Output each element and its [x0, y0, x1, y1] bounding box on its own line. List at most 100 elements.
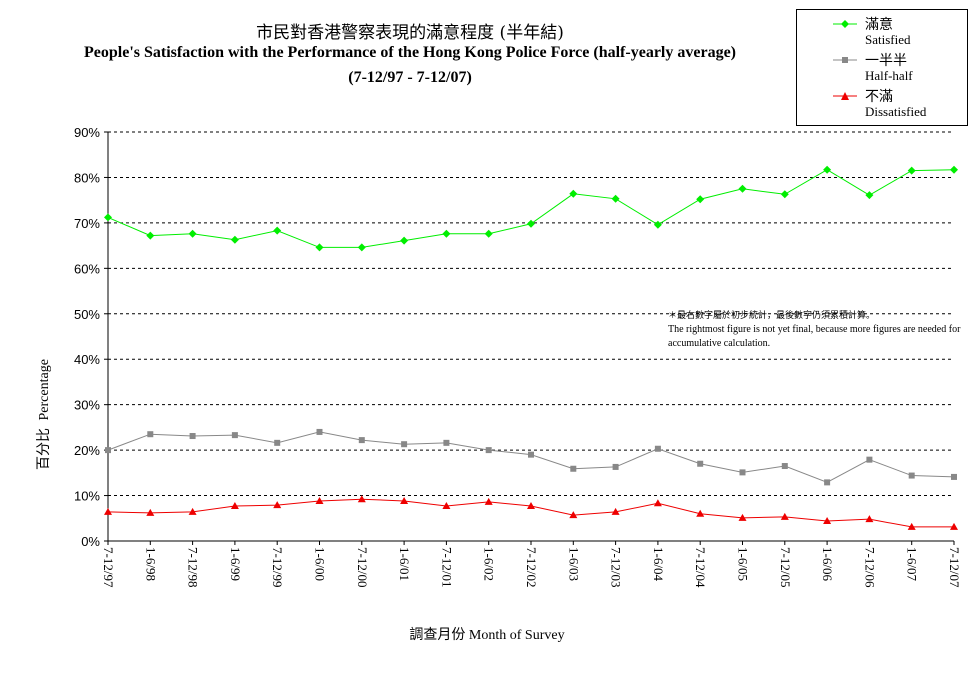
data-point-dissatisfied [823, 517, 832, 525]
data-point-half-half [781, 463, 788, 470]
data-point-satisfied [907, 166, 916, 175]
x-tick-label: 1-6/02 [482, 547, 497, 581]
x-tick-label: 1-6/00 [313, 547, 328, 581]
legend-label-en: Half-half [865, 68, 913, 83]
data-point-satisfied [484, 229, 493, 238]
x-tick-label: 1-6/03 [566, 547, 581, 581]
y-tick-label: 60% [74, 261, 100, 276]
x-tick-label: 7-12/04 [693, 547, 708, 588]
chart-subtitle: (7-12/97 - 7-12/07) [348, 69, 472, 86]
legend-item-half-half: 一半半 Half-half [797, 50, 967, 86]
data-point-satisfied [569, 189, 578, 198]
data-point-half-half [443, 439, 450, 446]
data-point-dissatisfied [696, 509, 705, 517]
data-point-dissatisfied [146, 508, 155, 516]
x-tick-label: 7-12/05 [778, 547, 793, 587]
data-point-satisfied [230, 235, 239, 244]
data-point-satisfied [400, 236, 409, 245]
data-point-dissatisfied [188, 507, 197, 515]
legend-label-cn: 不滿 [865, 89, 893, 105]
data-point-half-half [147, 431, 154, 438]
data-point-half-half [739, 469, 746, 476]
data-point-half-half [189, 433, 196, 440]
data-point-satisfied [104, 213, 112, 222]
data-point-dissatisfied [738, 513, 747, 521]
data-point-dissatisfied [907, 522, 916, 530]
data-point-satisfied [315, 243, 324, 252]
data-point-dissatisfied [950, 522, 958, 530]
data-point-satisfied [146, 231, 155, 240]
legend-label-cn: 一半半 [865, 53, 907, 69]
svg-text:百分比 Percentage: 百分比 Percentage [36, 359, 52, 470]
legend-label-en: Dissatisfied [865, 104, 927, 119]
data-point-dissatisfied [780, 512, 789, 520]
data-point-half-half [824, 479, 831, 486]
y-tick-label: 20% [74, 443, 100, 458]
x-tick-label: 7-12/07 [947, 547, 962, 588]
data-point-dissatisfied [865, 515, 874, 523]
data-point-dissatisfied [104, 507, 112, 515]
y-axis-label-en: Percentage [37, 359, 52, 420]
y-tick-label: 80% [74, 170, 100, 185]
data-point-satisfied [823, 165, 832, 174]
data-point-satisfied [611, 194, 620, 203]
y-tick-label: 10% [74, 489, 100, 504]
data-point-half-half [951, 473, 957, 480]
data-point-satisfied [780, 190, 789, 199]
data-point-dissatisfied [273, 501, 282, 509]
data-point-half-half [485, 447, 492, 454]
data-point-satisfied [738, 184, 747, 193]
y-tick-label: 90% [74, 125, 100, 140]
data-point-half-half [316, 428, 323, 435]
legend-marker-satisfied [833, 20, 857, 28]
legend-label-cn: 滿意 [865, 17, 893, 33]
data-point-dissatisfied [230, 502, 239, 510]
x-tick-label: 1-6/01 [397, 547, 412, 581]
data-point-satisfied [653, 220, 662, 229]
data-point-half-half [528, 451, 534, 458]
x-tick-label: 7-12/97 [101, 547, 116, 588]
data-point-satisfied [442, 229, 451, 238]
footnote-cn: ＊最右數字屬於初步統計，最後數字仍須累積計算。 [668, 311, 876, 321]
x-axis-label-en: Month of Survey [468, 628, 565, 643]
data-point-dissatisfied [527, 502, 535, 510]
legend-item-dissatisfied: 不滿 Dissatisfied [797, 86, 967, 122]
chart-title-english: People's Satisfaction with the Performan… [84, 44, 736, 61]
data-point-dissatisfied [611, 507, 620, 515]
x-tick-label: 7-12/98 [186, 547, 201, 587]
data-point-satisfied [865, 191, 874, 200]
data-point-dissatisfied [357, 495, 366, 503]
data-point-half-half [908, 472, 915, 479]
footnote-en: The rightmost figure is not yet final, b… [668, 324, 961, 349]
data-point-half-half [231, 432, 238, 439]
x-tick-label: 1-6/07 [905, 547, 920, 581]
data-point-half-half [866, 456, 873, 463]
data-point-dissatisfied [653, 499, 662, 507]
data-point-satisfied [188, 229, 197, 238]
y-tick-label: 40% [74, 352, 100, 367]
x-tick-label: 7-12/01 [439, 547, 454, 587]
data-point-satisfied [273, 226, 282, 235]
data-point-half-half [570, 465, 577, 472]
data-point-dissatisfied [442, 502, 451, 510]
data-point-half-half [358, 437, 365, 444]
x-tick-label: 7-12/06 [862, 547, 877, 588]
data-point-half-half [612, 463, 619, 470]
x-tick-label: 1-6/06 [820, 547, 835, 581]
data-point-half-half [105, 447, 111, 454]
x-axis-label: 調查月份 Month of Survey [0, 624, 974, 644]
x-tick-label: 7-12/00 [355, 547, 370, 587]
y-tick-label: 0% [81, 534, 100, 549]
legend-marker-half-half [833, 57, 857, 63]
x-tick-label: 7-12/03 [609, 547, 624, 587]
y-tick-label: 30% [74, 398, 100, 413]
y-tick-label: 70% [74, 216, 100, 231]
data-point-satisfied [357, 243, 366, 252]
x-tick-label: 7-12/02 [524, 547, 539, 587]
data-point-half-half [401, 441, 408, 448]
x-tick-label: 1-6/05 [736, 547, 751, 581]
data-point-half-half [697, 460, 704, 467]
legend-item-satisfied: 滿意 Satisfied [797, 14, 967, 50]
chart-title-chinese: 市民對香港警察表現的滿意程度 (半年結) [256, 23, 564, 43]
